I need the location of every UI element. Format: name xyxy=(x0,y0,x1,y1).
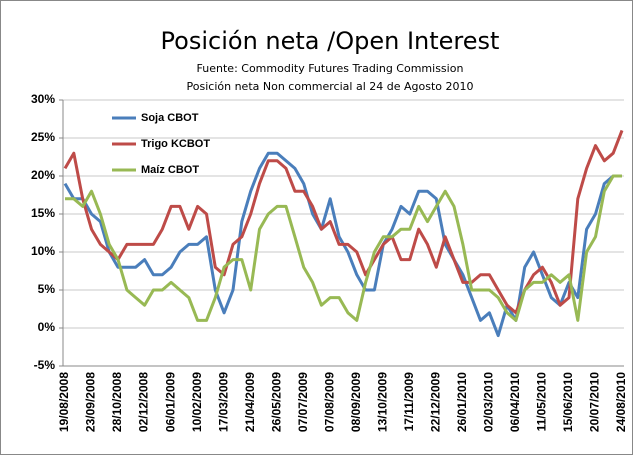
x-tick-label: 23/09/2008 xyxy=(84,372,98,432)
x-tick-label: 06/04/2010 xyxy=(508,372,522,432)
x-tick-label: 08/09/2009 xyxy=(349,372,363,432)
y-tick-label: 25% xyxy=(31,130,55,144)
x-tick-label: 26/01/2010 xyxy=(455,372,469,432)
legend-label: Maíz CBOT xyxy=(141,164,199,176)
legend-label: Trigo KCBOT xyxy=(141,138,210,150)
x-tick-label: 07/07/2009 xyxy=(296,372,310,432)
x-tick-label: 02/03/2010 xyxy=(482,372,496,432)
x-tick-label: 24/08/2010 xyxy=(614,372,628,432)
x-tick-label: 26/05/2009 xyxy=(269,372,283,432)
y-tick-label: 20% xyxy=(31,168,55,182)
x-tick-label: 10/02/2009 xyxy=(190,372,204,432)
chart-title: Posición neta /Open Interest xyxy=(161,27,500,55)
legend-label: Soja CBOT xyxy=(141,112,199,124)
series-line xyxy=(63,129,624,315)
x-tick-label: 11/05/2010 xyxy=(535,372,549,432)
y-tick-label: 15% xyxy=(31,206,55,220)
x-tick-label: 13/10/2009 xyxy=(375,372,389,432)
x-tick-label: 19/08/2008 xyxy=(57,372,71,432)
chart-subtitle: Posición neta Non commercial al 24 de Ag… xyxy=(187,80,474,93)
x-tick-label: 07/08/2009 xyxy=(322,372,336,432)
x-tick-label: 22/12/2009 xyxy=(429,372,443,432)
x-tick-label: 15/06/2010 xyxy=(561,372,575,432)
y-tick-label: 0% xyxy=(38,320,56,334)
y-tick-label: -5% xyxy=(34,358,56,372)
x-tick-label: 17/11/2009 xyxy=(402,372,416,432)
series-line xyxy=(65,174,622,322)
y-tick-label: 5% xyxy=(38,282,56,296)
x-tick-label: 20/07/2010 xyxy=(588,372,602,432)
y-tick-label: 10% xyxy=(31,244,55,258)
x-tick-label: 17/03/2009 xyxy=(216,372,230,432)
x-tick-label: 28/10/2008 xyxy=(110,372,124,432)
x-tick-label: 21/04/2009 xyxy=(243,372,257,432)
x-tick-label: 06/01/2009 xyxy=(163,372,177,432)
chart-subtitle: Fuente: Commodity Futures Trading Commis… xyxy=(197,62,464,75)
y-tick-label: 30% xyxy=(31,92,55,106)
x-tick-label: 02/12/2008 xyxy=(137,372,151,432)
